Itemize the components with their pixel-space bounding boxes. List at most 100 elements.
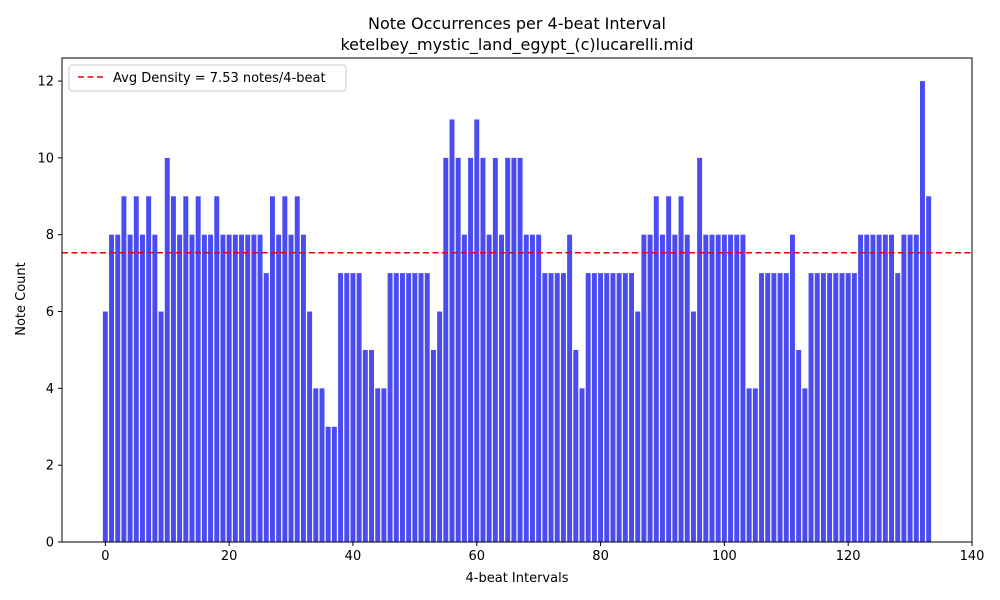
x-tick-label: 80: [592, 549, 609, 564]
bar: [406, 273, 412, 542]
bar: [585, 273, 591, 542]
chart-title: Note Occurrences per 4-beat Interval: [368, 14, 666, 33]
bar: [542, 273, 548, 542]
bar: [895, 273, 901, 542]
bar: [746, 388, 752, 542]
bar-series: [102, 81, 932, 543]
y-tick-label: 10: [37, 151, 54, 166]
bar: [152, 234, 158, 542]
bar: [400, 273, 405, 542]
y-tick-label: 12: [37, 75, 54, 90]
bar: [920, 81, 925, 543]
y-tick-label: 0: [46, 536, 54, 551]
bar: [492, 157, 498, 542]
bar: [889, 234, 894, 542]
bar: [653, 196, 659, 543]
bar: [641, 234, 647, 542]
bar: [449, 119, 455, 543]
bar: [430, 349, 436, 542]
bar: [239, 234, 244, 542]
y-axis-ticks: 0 2 4 6 8 10 12: [37, 75, 62, 551]
bar: [505, 157, 511, 542]
bar: [833, 273, 839, 542]
bar: [796, 349, 802, 542]
bar: [752, 388, 758, 542]
bar: [195, 196, 201, 543]
bar: [369, 349, 374, 542]
bar: [864, 234, 870, 542]
bar: [263, 273, 269, 542]
x-tick-label: 0: [101, 549, 109, 564]
legend: Avg Density = 7.53 notes/4-beat: [68, 64, 347, 92]
bar: [412, 273, 418, 542]
bar: [245, 234, 251, 542]
bar: [232, 234, 238, 542]
bar: [647, 234, 653, 542]
bar: [140, 234, 145, 542]
bar: [913, 234, 919, 542]
bar: [783, 273, 789, 542]
bar: [437, 311, 443, 542]
bar: [331, 426, 337, 542]
bar: [325, 426, 331, 542]
y-tick-label: 6: [46, 305, 54, 320]
y-tick-label: 8: [46, 228, 54, 243]
bar: [759, 273, 764, 542]
bar: [270, 196, 275, 543]
bar: [598, 273, 604, 542]
bar: [709, 234, 715, 542]
bar: [604, 273, 610, 542]
x-tick-label: 100: [712, 549, 737, 564]
bar: [381, 388, 387, 542]
bar: [926, 196, 932, 543]
bar: [226, 234, 232, 542]
bar: [820, 273, 826, 542]
bar: [480, 157, 486, 542]
bar: [901, 234, 907, 542]
bar: [109, 234, 114, 542]
bar: [362, 349, 368, 542]
bar: [214, 196, 220, 543]
bar: [876, 234, 882, 542]
bar: [183, 196, 189, 543]
bar: [765, 273, 771, 542]
bar: [740, 234, 746, 542]
bar: [177, 234, 183, 542]
bar: [375, 388, 381, 542]
bar: [616, 273, 622, 542]
legend-label: Avg Density = 7.53 notes/4-beat: [113, 71, 326, 86]
bar: [257, 234, 263, 542]
bar: [802, 388, 808, 542]
bar: [777, 273, 783, 542]
bar: [499, 234, 504, 542]
y-tick-label: 4: [46, 382, 54, 397]
bar: [870, 234, 876, 542]
bar: [858, 234, 864, 542]
bar: [486, 234, 492, 542]
bar: [350, 273, 356, 542]
bar: [424, 273, 430, 542]
bar: [468, 157, 474, 542]
bar: [672, 234, 678, 542]
bar: [560, 273, 566, 542]
bar: [530, 234, 535, 542]
bar: [567, 234, 573, 542]
bar: [127, 234, 133, 542]
bar: [573, 349, 579, 542]
bar: [907, 234, 913, 542]
bar: [344, 273, 350, 542]
bar: [220, 234, 226, 542]
bar: [443, 157, 449, 542]
legend-box: [68, 64, 347, 92]
bar: [208, 234, 214, 542]
bar: [684, 234, 690, 542]
bar: [300, 234, 306, 542]
bar: [882, 234, 888, 542]
bar: [307, 311, 313, 542]
bar: [660, 234, 665, 542]
bar: [851, 273, 857, 542]
bar: [170, 196, 176, 543]
plot-frame: [61, 57, 973, 543]
